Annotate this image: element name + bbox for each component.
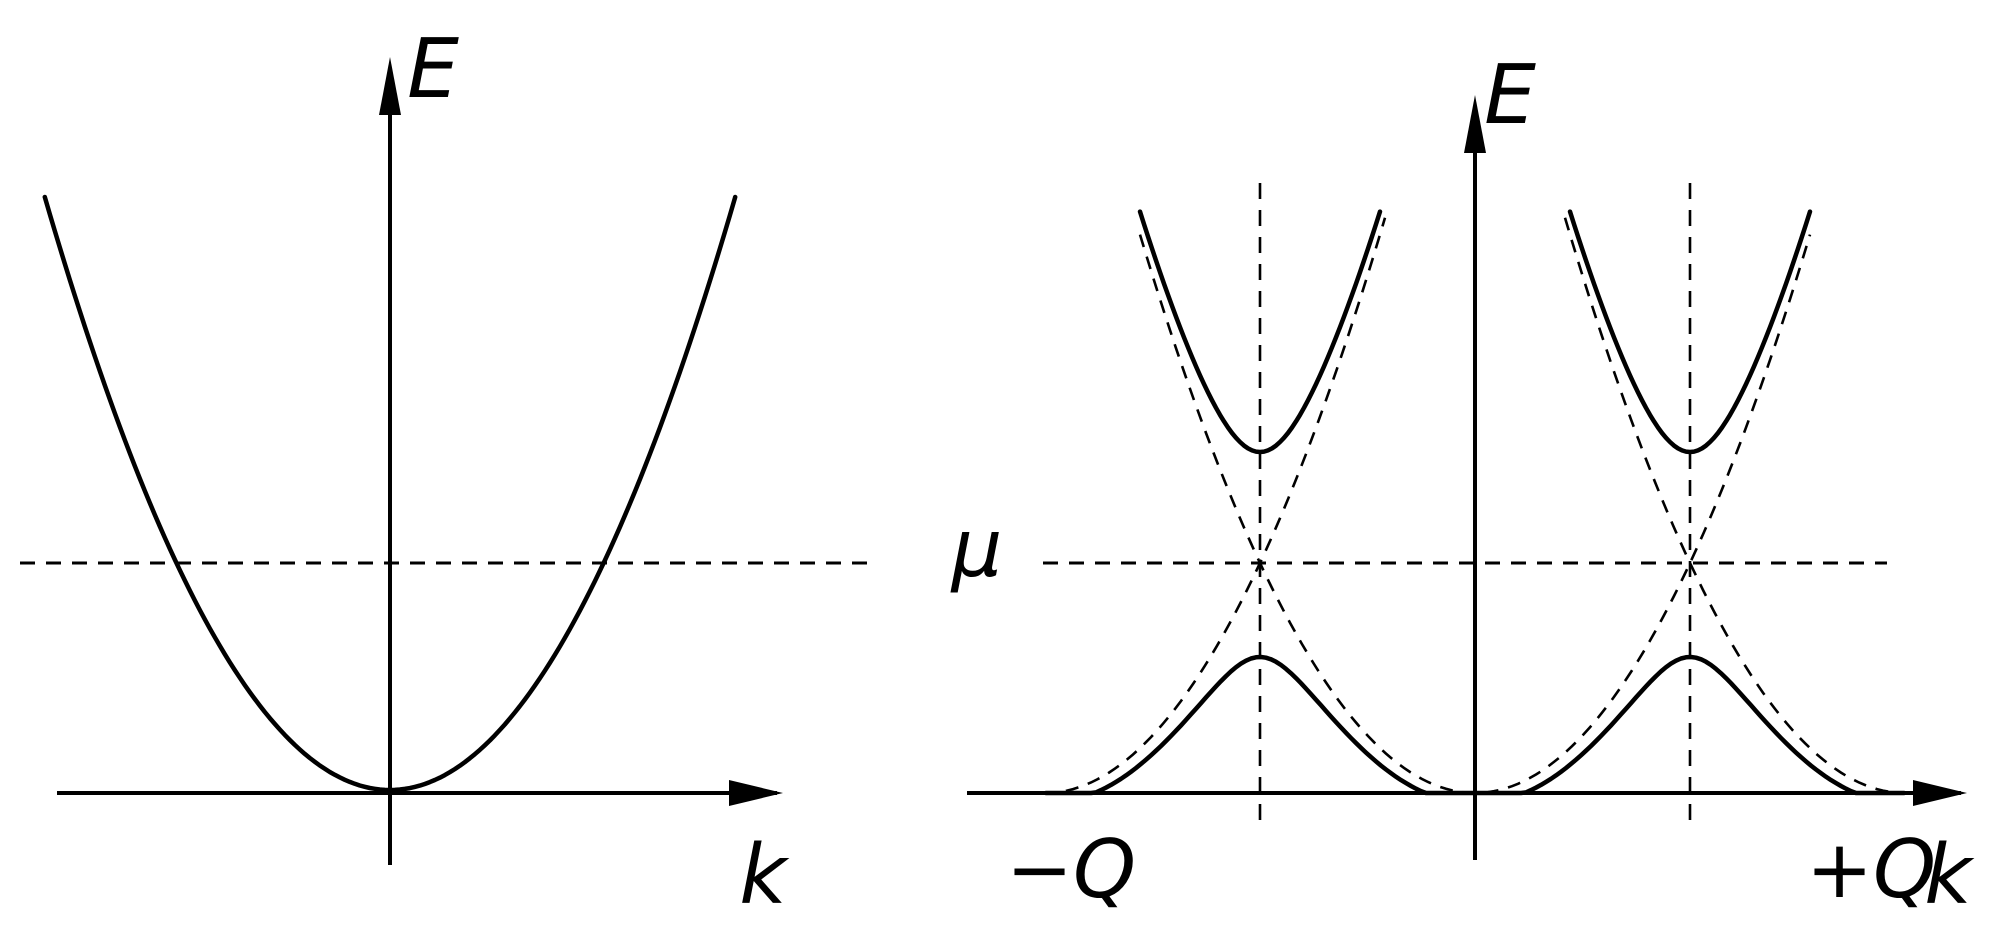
right-panel: E k μ −Q +Q — [950, 48, 1976, 923]
right-k-axis-label: k — [1924, 828, 1975, 923]
plus-Q-label: +Q — [1806, 823, 1936, 916]
left-k-axis-arrowhead — [729, 780, 783, 806]
left-e-axis-label: E — [407, 22, 459, 117]
minus-Q-label: −Q — [1006, 823, 1136, 916]
right-upper-band-plusQ-curve — [1567, 209, 1813, 455]
right-upper-band-minusQ-curve — [1137, 209, 1383, 455]
right-dashed-parabola-right — [1563, 217, 1904, 795]
right-dashed-parabola-left — [1042, 217, 1387, 795]
right-lower-band-curve — [1043, 654, 1907, 796]
right-e-axis-label: E — [1484, 48, 1536, 143]
right-dashed-parabola-center — [1138, 234, 1812, 795]
mu-level-label: μ — [950, 502, 1003, 595]
right-e-axis-arrowhead — [1464, 95, 1486, 153]
right-k-axis-arrowhead — [1913, 780, 1967, 806]
left-parabola-curve — [42, 194, 738, 793]
left-panel: E k — [20, 22, 868, 923]
left-e-axis-arrowhead — [379, 57, 401, 115]
left-k-axis-label: k — [739, 828, 790, 923]
